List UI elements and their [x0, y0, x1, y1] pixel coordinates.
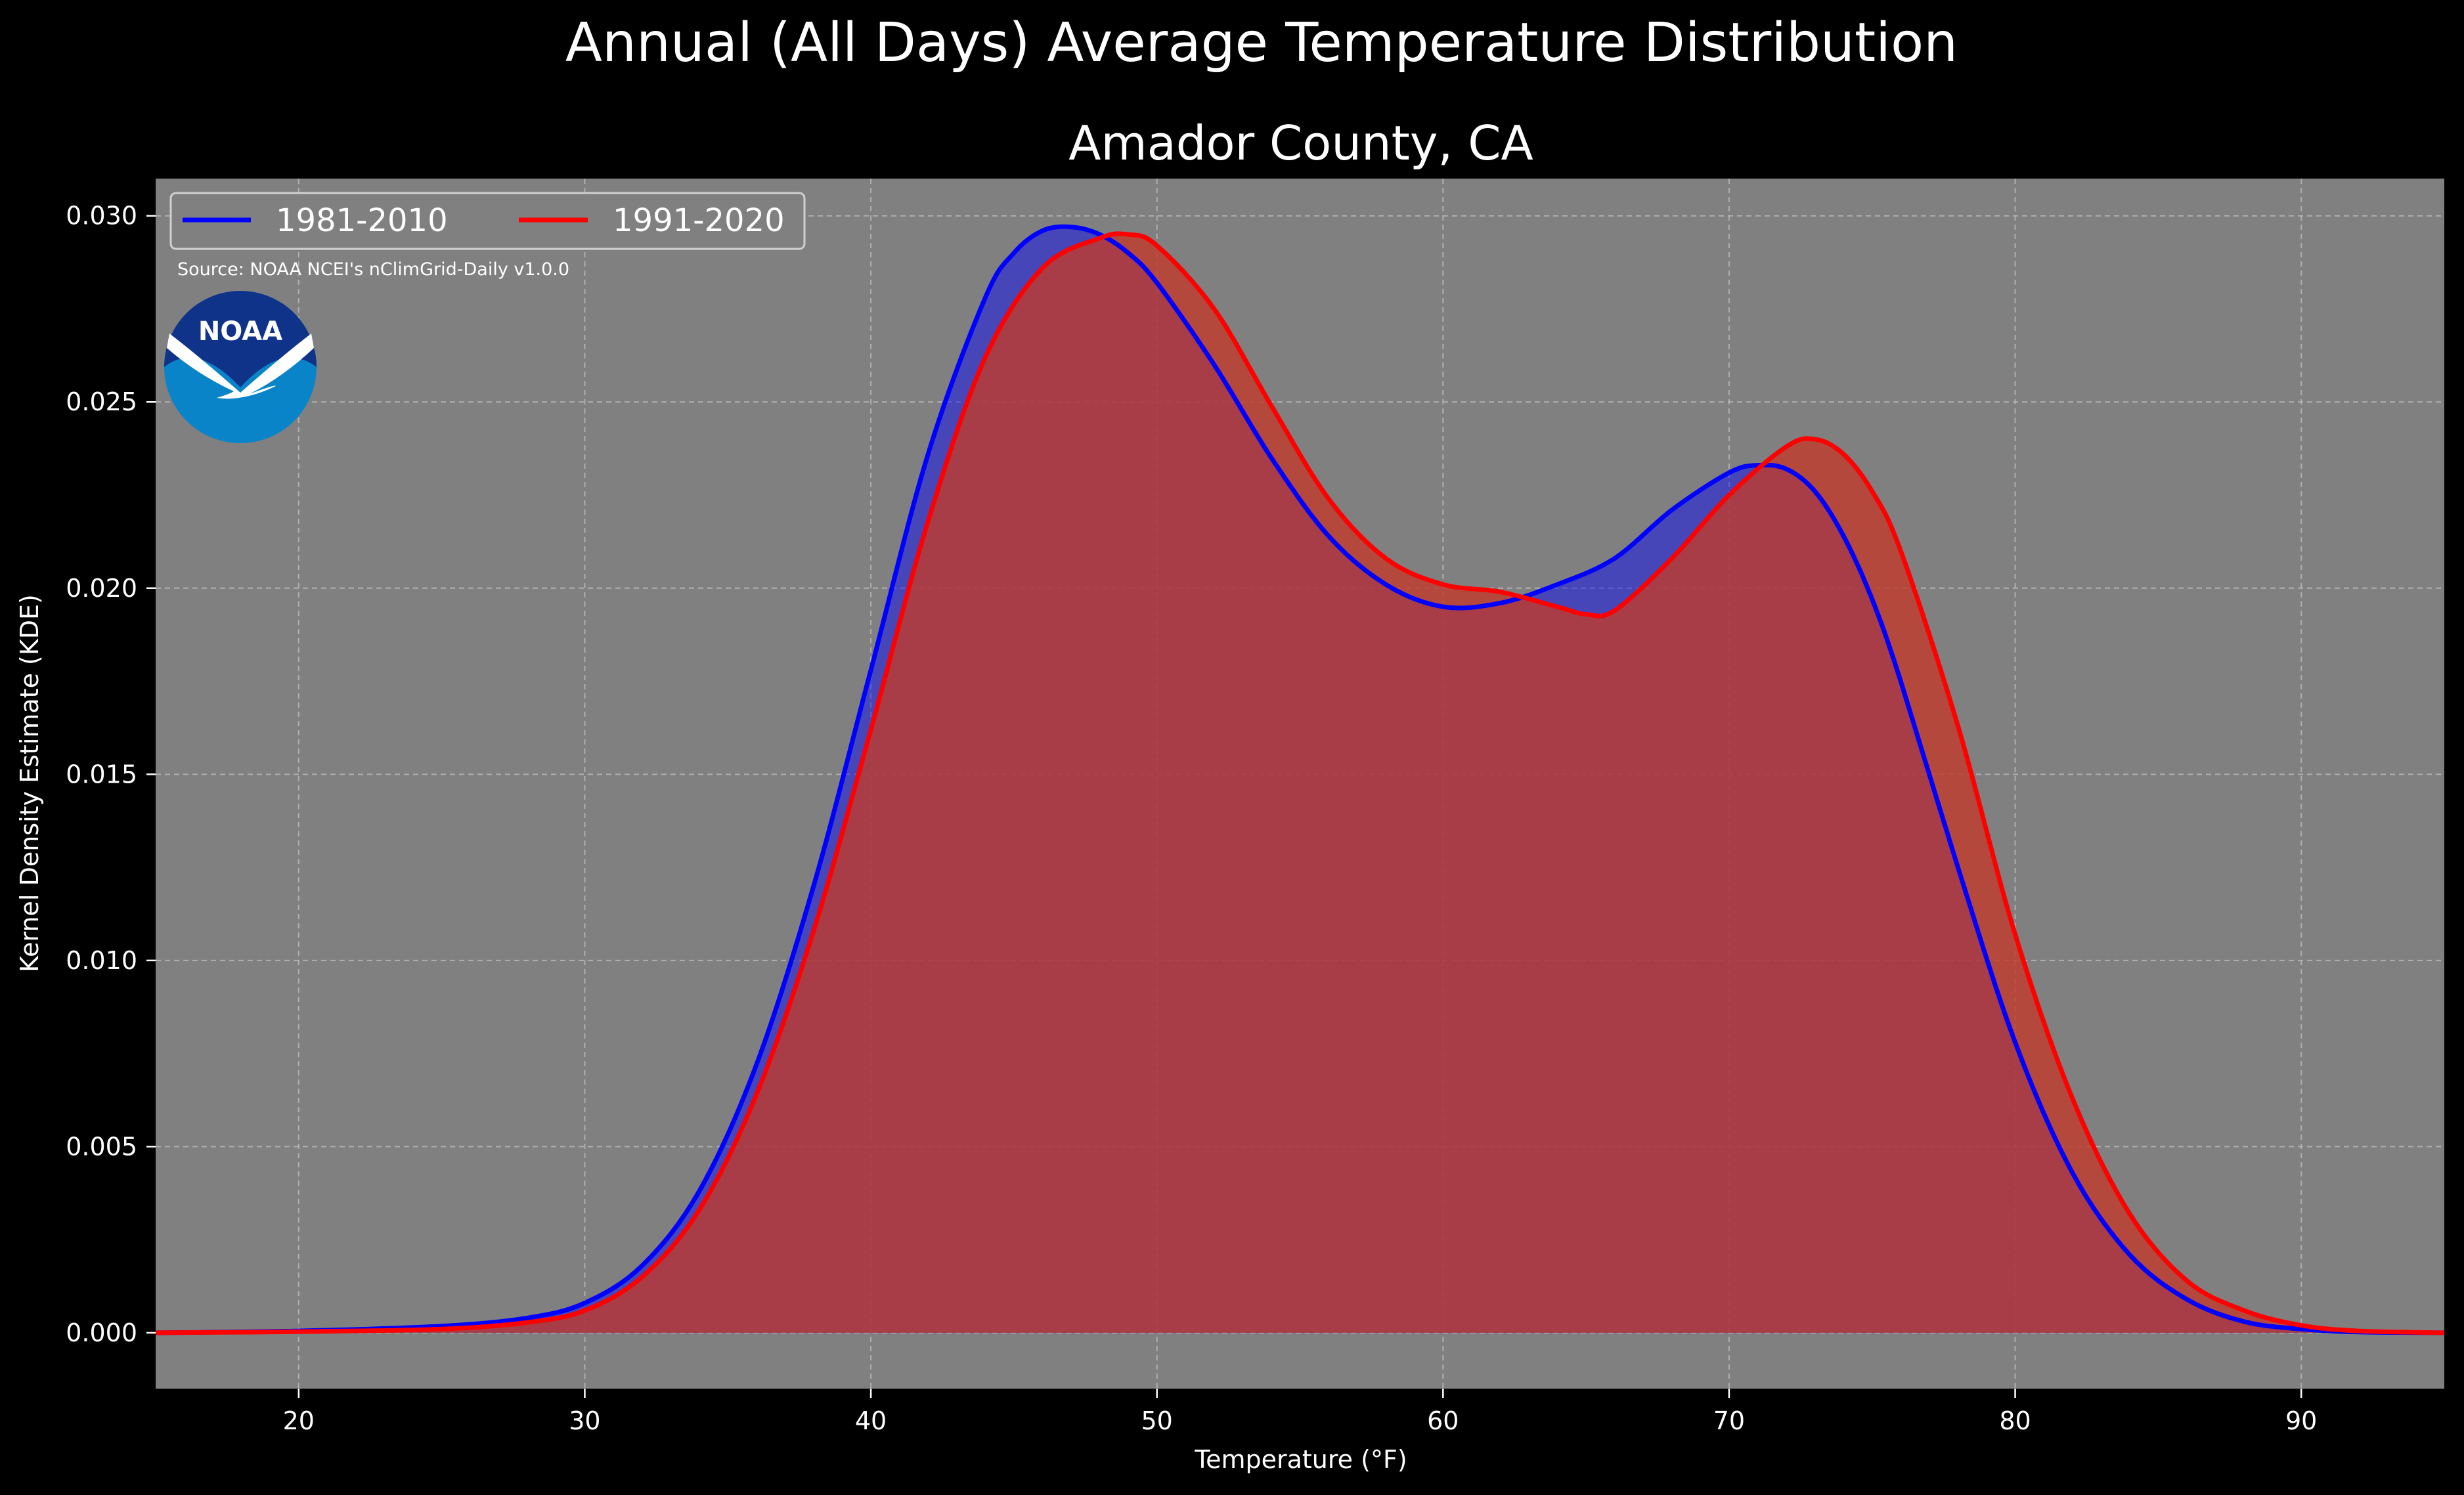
legend-label-1991-2020: 1991-2020 — [613, 202, 785, 239]
series-line-1981-2010 — [155, 224, 2445, 1335]
y-axis-label: Kernel Density Estimate (KDE) — [15, 594, 44, 972]
legend-label-1981-2010: 1981-2010 — [276, 202, 448, 239]
x-tick-label: 90 — [2285, 1406, 2317, 1435]
series-line-1991-2020 — [155, 231, 2445, 1335]
y-tick-label: 0.010 — [66, 946, 137, 975]
series-lines — [155, 224, 2445, 1335]
y-tick-label: 0.005 — [66, 1132, 137, 1161]
x-tick-label: 30 — [569, 1406, 600, 1435]
y-tick-label: 0.025 — [66, 387, 137, 416]
legend: 1981-2010 1991-2020 — [169, 192, 806, 250]
y-tick-label: 0.015 — [66, 760, 137, 789]
x-tick-label: 50 — [1141, 1406, 1173, 1435]
y-tick-label: 0.000 — [66, 1318, 137, 1347]
x-tick-label: 20 — [283, 1406, 315, 1435]
y-tick-label: 0.030 — [66, 202, 137, 230]
y-tick-label: 0.020 — [66, 574, 137, 603]
x-tick-label: 70 — [1713, 1406, 1745, 1435]
x-axis-label: Temperature (°F) — [1194, 1445, 1407, 1474]
series-fills — [156, 227, 2444, 1333]
series-fill-1991-2020 — [156, 233, 2444, 1333]
legend-frame — [169, 192, 806, 250]
chart-title: Amador County, CA — [1068, 116, 1533, 171]
axis-ticks: 20 30 40 50 60 70 80 90 0.000 0.005 0.010 0.015 0.02… — [66, 202, 2317, 1435]
logo-text: NOAA — [198, 316, 282, 347]
source-note: Source: NOAA NCEI's nClimGrid-Daily v1.0… — [177, 259, 569, 280]
x-tick-label: 80 — [1999, 1406, 2031, 1435]
noaa-logo-icon: NOAA — [164, 291, 317, 443]
x-tick-label: 40 — [855, 1406, 887, 1435]
x-tick-label: 60 — [1427, 1406, 1459, 1435]
chart-suptitle: Annual (All Days) Average Temperature Di… — [565, 12, 1958, 74]
